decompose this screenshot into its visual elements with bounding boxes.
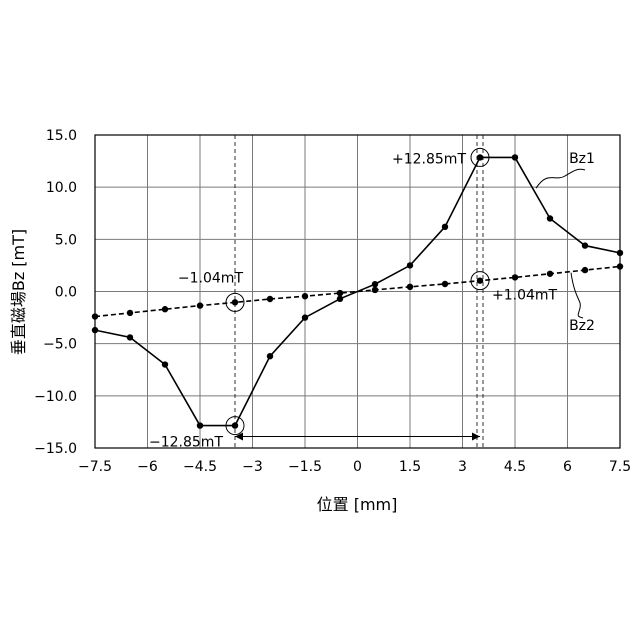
data-point-bz2	[512, 274, 518, 280]
data-point-bz1	[477, 154, 483, 160]
x-tick-label: 3	[458, 459, 467, 475]
data-point-bz2	[232, 299, 238, 305]
series-label-bz2: Bz2	[569, 318, 595, 334]
series-label-bz1: Bz1	[569, 151, 595, 167]
x-tick-label: −6	[137, 459, 158, 475]
data-point-bz2	[92, 313, 98, 319]
y-tick-label: 0.0	[55, 285, 77, 301]
data-point-bz2	[372, 287, 378, 293]
data-point-bz2	[617, 263, 623, 269]
data-point-bz2	[302, 293, 308, 299]
annotations: +12.85mT −12.85mT +1.04mT −1.04mT Bz1 Bz2	[149, 148, 595, 450]
data-point-bz1	[407, 262, 413, 268]
x-tick-label: 0	[353, 459, 362, 475]
data-point-bz1	[197, 422, 203, 428]
x-tick-label: 4.5	[504, 459, 526, 475]
x-tick-label: −3	[242, 459, 263, 475]
series-leader-bz2	[571, 273, 583, 318]
data-point-bz2	[547, 271, 553, 277]
annotation-label-bz2-neg: −1.04mT	[178, 270, 244, 286]
data-point-bz1	[512, 154, 518, 160]
y-tick-label: −10.0	[34, 389, 77, 405]
y-tick-label: −5.0	[43, 337, 77, 353]
annotation-label-bz2-pos: +1.04mT	[492, 288, 558, 304]
data-point-bz2	[267, 296, 273, 302]
data-point-bz1	[582, 242, 588, 248]
data-point-bz1	[92, 327, 98, 333]
data-point-bz1	[232, 422, 238, 428]
data-point-bz1	[267, 353, 273, 359]
annotation-label-bz1-min: −12.85mT	[149, 435, 223, 451]
data-point-bz1	[442, 224, 448, 230]
y-tick-label: −15.0	[34, 441, 77, 457]
x-tick-label: 7.5	[609, 459, 631, 475]
data-point-bz2	[477, 277, 483, 283]
data-point-bz2	[582, 267, 588, 273]
data-point-bz2	[162, 306, 168, 312]
span-arrow-head-right	[472, 433, 480, 441]
data-point-bz2	[127, 310, 133, 316]
x-tick-label: 6	[563, 459, 572, 475]
series-leader-bz1	[536, 169, 585, 188]
annotation-label-bz1-max: +12.85mT	[392, 151, 466, 167]
data-point-bz2	[407, 284, 413, 290]
x-axis-title: 位置 [mm]	[317, 495, 398, 514]
data-point-bz1	[302, 314, 308, 320]
data-point-bz1	[337, 296, 343, 302]
y-axis-title: 垂直磁場Bz [mT]	[9, 229, 28, 355]
data-point-bz2	[337, 290, 343, 296]
data-point-bz1	[127, 334, 133, 340]
data-point-bz2	[442, 281, 448, 287]
data-point-bz1	[547, 215, 553, 221]
data-point-bz1	[372, 281, 378, 287]
x-tick-label: −1.5	[288, 459, 322, 475]
data-point-bz1	[617, 250, 623, 256]
data-point-bz1	[162, 361, 168, 367]
x-tick-label: −7.5	[78, 459, 112, 475]
x-tick-label: 1.5	[399, 459, 421, 475]
y-tick-label: 15.0	[46, 128, 77, 144]
x-tick-label: −4.5	[183, 459, 217, 475]
data-point-bz2	[197, 302, 203, 308]
y-tick-label: 10.0	[46, 180, 77, 196]
y-tick-label: 5.0	[55, 232, 77, 248]
